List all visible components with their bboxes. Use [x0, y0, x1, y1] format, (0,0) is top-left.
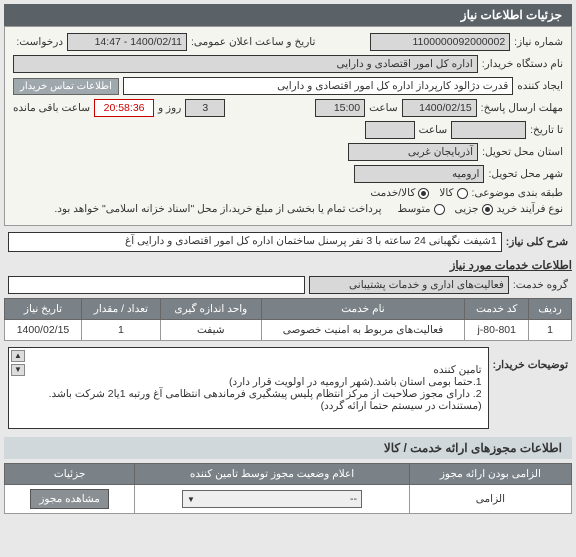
scroll-down-icon[interactable]: ▼: [11, 364, 25, 376]
dl-power-field: قدرت دژالود کارپرداز اداره کل امور اقتصا…: [123, 77, 513, 95]
city-label: شهر محل تحویل:: [488, 168, 563, 180]
td-code: j-80-801: [465, 320, 529, 341]
table-row: الزامی -- ▼ مشاهده مجوز: [5, 485, 572, 514]
main-header: جزئیات اطلاعات نیاز: [4, 4, 572, 26]
td-unit: شیفت: [160, 320, 261, 341]
td-qty: 1: [81, 320, 160, 341]
td-mandatory: الزامی: [409, 485, 571, 514]
proc-medium-label: متوسط: [398, 203, 431, 215]
cat-goods-label: کالا: [439, 187, 453, 199]
td-details: مشاهده مجوز: [5, 485, 135, 514]
buyer-org-field: اداره کل امور اقتصادی و دارایی: [13, 55, 478, 73]
permits-title: اطلاعات مجوزهای ارائه خدمت / کالا: [384, 441, 562, 455]
services-title: اطلاعات خدمات مورد نیاز: [4, 258, 572, 272]
proc-radio-medium[interactable]: متوسط: [398, 203, 445, 215]
select-value: --: [350, 493, 357, 505]
time-label-2: ساعت: [419, 124, 448, 136]
to-date-field: [451, 121, 526, 139]
announce-label: تاریخ و ساعت اعلان عمومی:: [191, 36, 315, 48]
cat-service-label: کالا/خدمت: [370, 187, 415, 199]
th-code: کد خدمت: [465, 299, 529, 320]
time-label-1: ساعت: [369, 102, 398, 114]
table-row: 1 j-80-801 فعالیت‌های مربوط به امنیت خصو…: [5, 320, 572, 341]
buyer-notes-box: تامین کننده 1.حتما بومی استان باشد.(شهر …: [8, 347, 489, 429]
th-name: نام خدمت: [261, 299, 465, 320]
group-label: گروه خدمت:: [513, 279, 568, 291]
radio-icon: [482, 204, 493, 215]
proc-radio-partial[interactable]: جزیی: [455, 203, 493, 215]
province-label: استان محل تحویل:: [482, 146, 563, 158]
proc-radio-group: جزیی متوسط: [398, 203, 493, 215]
th-mandatory: الزامی بودن ارائه مجوز: [409, 464, 571, 485]
province-field: آذربایجان غربی: [348, 143, 478, 161]
proc-note: پرداخت تمام یا بخشی از مبلغ خرید،از محل …: [54, 203, 381, 215]
th-qty: تعداد / مقدار: [81, 299, 160, 320]
td-status: -- ▼: [135, 485, 410, 514]
radio-icon: [457, 188, 468, 199]
days-field: 3: [185, 99, 225, 117]
th-date: تاریخ نیاز: [5, 299, 82, 320]
radio-icon: [418, 188, 429, 199]
services-table: ردیف کد خدمت نام خدمت واحد اندازه گیری ت…: [4, 298, 572, 341]
info-panel: شماره نیاز: 1100000092000002 تاریخ و ساع…: [4, 26, 572, 226]
city-field: ارومیه: [354, 165, 484, 183]
deadline-date-field: 1400/02/15: [402, 99, 477, 117]
permits-table: الزامی بودن ارائه مجوز اعلام وضعیت مجوز …: [4, 463, 572, 514]
table-header-row: الزامی بودن ارائه مجوز اعلام وضعیت مجوز …: [5, 464, 572, 485]
need-no-label: شماره نیاز:: [514, 36, 563, 48]
table-header-row: ردیف کد خدمت نام خدمت واحد اندازه گیری ت…: [5, 299, 572, 320]
th-details: جزئیات: [5, 464, 135, 485]
need-no-field: 1100000092000002: [370, 33, 510, 51]
buyer-notes-text: تامین کننده 1.حتما بومی استان باشد.(شهر …: [49, 364, 482, 412]
countdown-field: 20:58:36: [94, 99, 154, 117]
group-field: فعالیت‌های اداری و خدمات پشتیبانی: [309, 276, 509, 294]
contact-button[interactable]: اطلاعات تماس خریدار: [13, 78, 119, 95]
summary-label: شرح کلی نیاز:: [506, 236, 568, 248]
cat-radio-goods[interactable]: کالا: [439, 187, 467, 199]
cat-radio-group: کالا کالا/خدمت: [370, 187, 467, 199]
th-row: ردیف: [529, 299, 572, 320]
th-status: اعلام وضعیت مجوز توسط تامین کننده: [135, 464, 410, 485]
remain-label: ساعت باقی مانده: [13, 102, 90, 114]
radio-icon: [434, 204, 445, 215]
proc-partial-label: جزیی: [455, 203, 479, 215]
td-row: 1: [529, 320, 572, 341]
to-date-label: تا تاریخ:: [530, 124, 563, 136]
status-select[interactable]: -- ▼: [182, 490, 362, 508]
creator-label: ایجاد کننده: [517, 80, 563, 92]
proc-label: نوع فرآیند خرید: [497, 203, 564, 215]
buyer-org-label: نام دستگاه خریدار:: [482, 58, 563, 70]
scroll-up-icon[interactable]: ▲: [11, 350, 25, 362]
td-name: فعالیت‌های مربوط به امنیت خصوصی: [261, 320, 465, 341]
permits-header: اطلاعات مجوزهای ارائه خدمت / کالا: [4, 437, 572, 459]
to-time-field: [365, 121, 415, 139]
buyer-notes-label: توضیحات خریدار:: [493, 347, 568, 371]
th-unit: واحد اندازه گیری: [160, 299, 261, 320]
cat-label: طبقه بندی موضوعی:: [472, 187, 563, 199]
days-label: روز و: [158, 102, 181, 114]
chevron-down-icon: ▼: [187, 495, 195, 504]
td-date: 1400/02/15: [5, 320, 82, 341]
deadline-label: مهلت ارسال پاسخ:: [481, 102, 563, 114]
group-extra-field: [8, 276, 305, 294]
view-permit-button[interactable]: مشاهده مجوز: [30, 489, 109, 509]
request-status-label: درخواست:: [13, 36, 63, 48]
summary-field: 1شیفت نگهبانی 24 ساعته با 3 نفر پرسنل سا…: [8, 232, 502, 252]
announce-field: 1400/02/11 - 14:47: [67, 33, 187, 51]
cat-radio-service[interactable]: کالا/خدمت: [370, 187, 429, 199]
main-header-title: جزئیات اطلاعات نیاز: [461, 8, 562, 22]
deadline-time-field: 15:00: [315, 99, 365, 117]
